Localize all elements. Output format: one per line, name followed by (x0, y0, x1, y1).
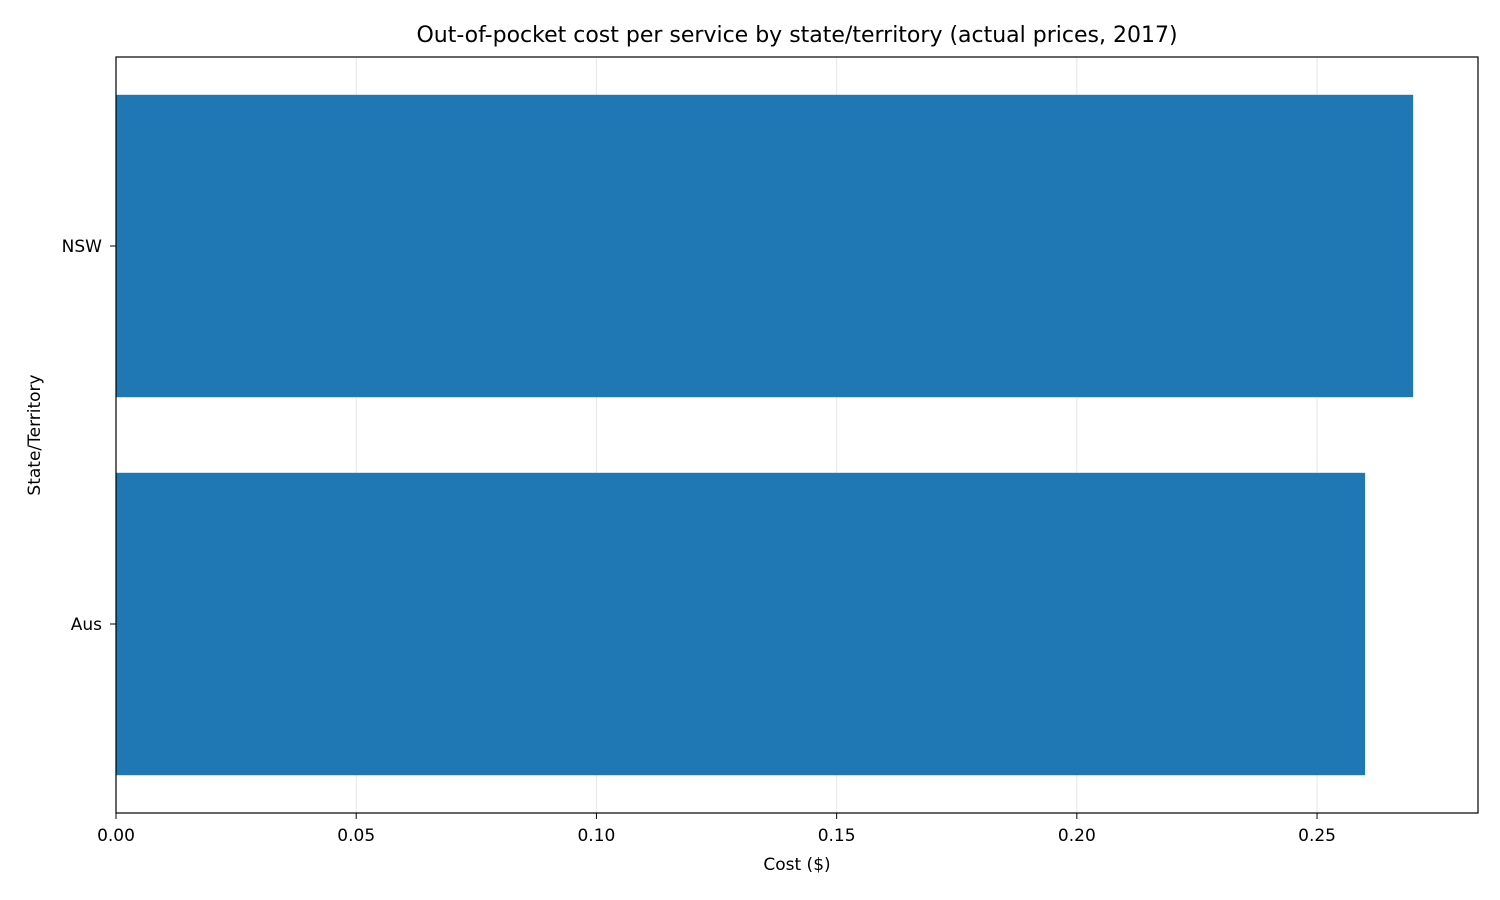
y-axis-label: State/Territory (25, 374, 45, 495)
x-axis-ticks: 0.00 0.05 0.10 0.15 0.20 0.25 (97, 813, 1336, 846)
x-axis-label: Cost ($) (763, 855, 830, 875)
x-tick-label: 0.15 (818, 826, 856, 846)
x-tick-label: 0.00 (97, 826, 135, 846)
y-tick-label: Aus (71, 615, 102, 635)
bars (116, 94, 1414, 776)
bar-aus (116, 472, 1366, 776)
y-tick-label: NSW (62, 237, 103, 257)
x-tick-label: 0.10 (577, 826, 615, 846)
bar-nsw (116, 94, 1414, 398)
chart-title: Out-of-pocket cost per service by state/… (416, 23, 1177, 48)
x-tick-label: 0.20 (1058, 826, 1096, 846)
x-tick-label: 0.25 (1298, 826, 1336, 846)
plot-frame (115, 56, 1479, 814)
x-tick-label: 0.05 (337, 826, 375, 846)
y-axis-ticks: Aus NSW (62, 237, 116, 635)
